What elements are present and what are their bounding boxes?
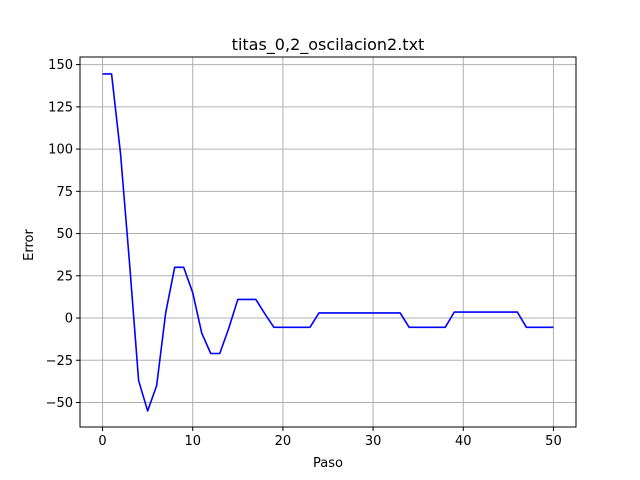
x-tick-label: 20 (275, 434, 292, 449)
series-layer (102, 73, 554, 412)
axis-ticks: 0 10 20 30 40 50 −50 −25 0 25 50 75 100 125 150 (46, 58, 562, 449)
y-tick-label: 125 (48, 100, 73, 115)
y-tick-label: 25 (56, 269, 73, 284)
grid-lines (80, 57, 576, 427)
x-tick-label: 0 (98, 434, 106, 449)
y-tick-label: 0 (65, 312, 73, 327)
series-line (102, 73, 554, 412)
x-tick-label: 50 (545, 434, 562, 449)
y-tick-label: 75 (56, 185, 73, 200)
x-tick-label: 40 (455, 434, 472, 449)
y-tick-label: 150 (48, 58, 73, 73)
y-tick-label: 50 (56, 227, 73, 242)
x-tick-label: 10 (184, 434, 201, 449)
x-axis-label: Paso (313, 456, 343, 471)
x-tick-label: 30 (365, 434, 382, 449)
y-tick-label: −50 (46, 396, 73, 411)
y-axis-label: Error (22, 229, 37, 261)
chart-title: titas_0,2_oscilacion2.txt (232, 35, 425, 55)
y-tick-label: −25 (46, 354, 73, 369)
plot-frame (79, 56, 577, 428)
y-tick-label: 100 (48, 143, 73, 158)
